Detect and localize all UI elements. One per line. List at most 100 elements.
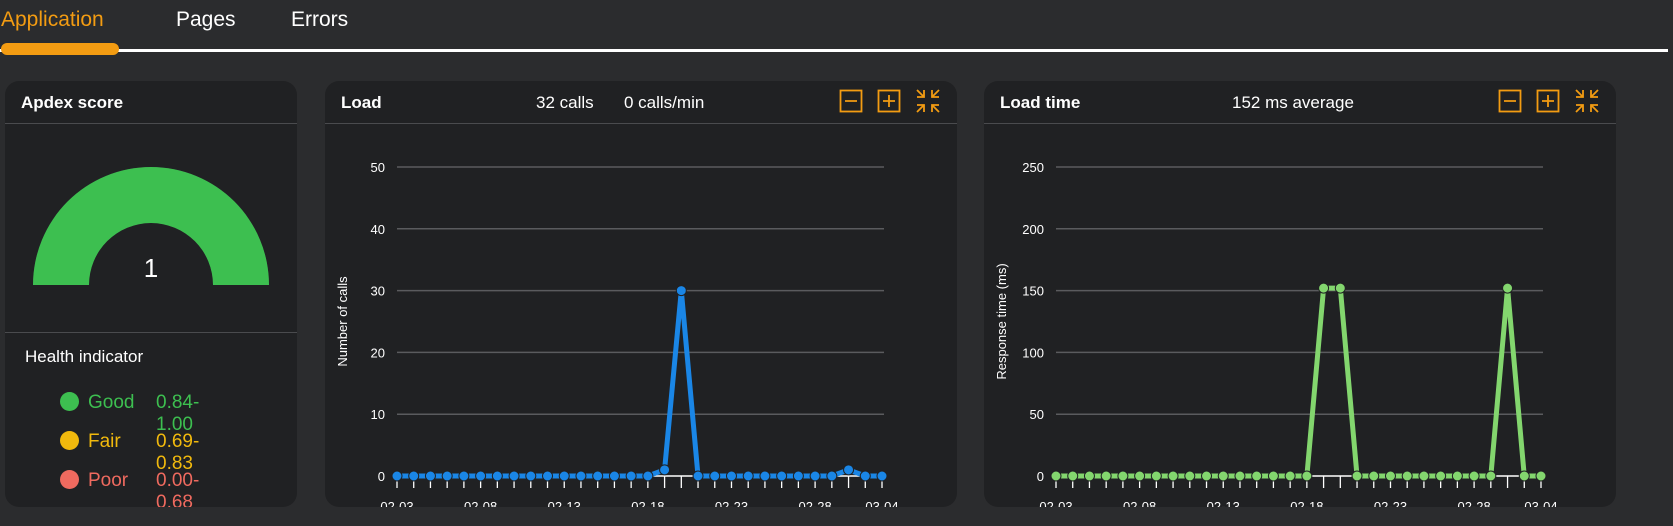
data-point	[1184, 470, 1196, 482]
x-tick-label: 02-03	[380, 499, 413, 507]
data-point	[1334, 282, 1346, 294]
legend-good: Good 0.84-1.00	[60, 392, 199, 435]
data-point	[1267, 470, 1279, 482]
y-tick-label: 50	[1030, 407, 1044, 422]
zoom-in-icon[interactable]	[1536, 89, 1560, 113]
data-point	[776, 470, 788, 482]
data-point	[1384, 470, 1396, 482]
zoom-out-icon[interactable]	[839, 89, 863, 113]
x-tick-label: 02-18	[1290, 499, 1323, 507]
collapse-icon[interactable]	[1575, 89, 1599, 113]
y-tick-label: 150	[1022, 284, 1044, 299]
data-point	[625, 470, 637, 482]
y-tick-label: 10	[371, 407, 385, 422]
load-time-card: Load time 152 ms average 0 50 100 150 200 250…	[984, 81, 1616, 507]
data-point	[1401, 470, 1413, 482]
data-point	[1167, 470, 1179, 482]
apdex-card: Apdex score 1 Health indicator Good 0.84…	[5, 81, 297, 507]
legend-fair: Fair 0.69-0.83	[60, 431, 199, 474]
load-time-average: 152 ms average	[1232, 93, 1354, 112]
data-point	[826, 470, 838, 482]
y-tick-label: 20	[371, 345, 385, 360]
apdex-score-value: 1	[144, 253, 158, 283]
y-tick-label: 0	[1037, 469, 1044, 484]
x-tick-label: 02-08	[1123, 499, 1156, 507]
data-point	[1535, 470, 1547, 482]
x-tick-label: 03-04	[1524, 499, 1557, 507]
x-tick-label: 02-23	[715, 499, 748, 507]
y-tick-label: 30	[371, 284, 385, 299]
fair-dot-icon	[60, 431, 79, 450]
x-tick-label: 02-08	[464, 499, 497, 507]
good-dot-icon	[60, 392, 79, 411]
load-card-title: Load	[341, 93, 382, 112]
tab-pages[interactable]: Pages	[176, 8, 236, 31]
health-indicator-title: Health indicator	[25, 347, 144, 366]
series-line	[1056, 285, 1541, 479]
collapse-icon[interactable]	[916, 89, 940, 113]
legend-poor-label: Poor	[88, 470, 129, 491]
load-card-header: Load 32 calls 0 calls/min	[325, 81, 957, 124]
data-point	[792, 470, 804, 482]
data-point	[843, 464, 855, 476]
data-point	[809, 470, 821, 482]
data-point	[1284, 470, 1296, 482]
data-point	[525, 470, 537, 482]
data-point	[1201, 470, 1213, 482]
x-tick-label: 02-23	[1374, 499, 1407, 507]
data-point	[1150, 470, 1162, 482]
tab-errors[interactable]: Errors	[291, 8, 349, 31]
load-calls-count: 32 calls	[536, 93, 594, 112]
y-axis-label: Number of calls	[335, 276, 350, 367]
data-point	[508, 470, 520, 482]
x-tick-label: 02-13	[548, 499, 581, 507]
tab-application[interactable]: Application	[1, 8, 104, 31]
data-point	[1502, 282, 1514, 294]
data-point	[1050, 470, 1062, 482]
y-tick-label: 100	[1022, 345, 1044, 360]
data-point	[575, 470, 587, 482]
data-point	[709, 470, 721, 482]
data-point	[1435, 470, 1447, 482]
data-point	[1518, 470, 1530, 482]
y-tick-label: 250	[1022, 160, 1044, 175]
legend-fair-range: 0.69-0.83	[156, 431, 200, 474]
data-point	[675, 285, 687, 297]
apdex-divider	[5, 332, 297, 333]
zoom-out-icon[interactable]	[1498, 89, 1522, 113]
data-point	[1100, 470, 1112, 482]
data-point	[1418, 470, 1430, 482]
data-point	[1468, 470, 1480, 482]
x-tick-label: 02-03	[1039, 499, 1072, 507]
gauge-fill	[33, 167, 269, 285]
x-tick-label: 03-04	[865, 499, 898, 507]
y-tick-label: 0	[378, 469, 385, 484]
data-point	[876, 470, 888, 482]
load-chart: 0 10 20 30 40 50 02-03 02-08 02-13 02-18 02-23 02-2…	[335, 160, 899, 507]
data-point	[558, 470, 570, 482]
y-tick-label: 50	[371, 160, 385, 175]
legend-poor-range: 0.00-0.68	[156, 470, 200, 507]
series-line	[397, 288, 882, 479]
data-point	[742, 470, 754, 482]
y-tick-label: 40	[371, 222, 385, 237]
data-point	[542, 470, 554, 482]
apdex-gauge: 1	[33, 167, 269, 285]
data-point	[1318, 282, 1330, 294]
load-time-card-title: Load time	[1000, 93, 1081, 112]
data-point	[592, 470, 604, 482]
data-point	[1301, 470, 1313, 482]
data-point	[408, 470, 420, 482]
zoom-in-icon[interactable]	[877, 89, 901, 113]
data-point	[424, 470, 436, 482]
data-point	[1234, 470, 1246, 482]
data-point	[441, 470, 453, 482]
data-point	[1451, 470, 1463, 482]
data-point	[475, 470, 487, 482]
y-axis-label: Response time (ms)	[994, 263, 1009, 379]
legend-poor: Poor 0.00-0.68	[60, 470, 199, 507]
legend-good-range: 0.84-1.00	[156, 392, 200, 435]
data-point	[1251, 470, 1263, 482]
load-time-card-header: Load time 152 ms average	[984, 81, 1616, 124]
data-point	[458, 470, 470, 482]
